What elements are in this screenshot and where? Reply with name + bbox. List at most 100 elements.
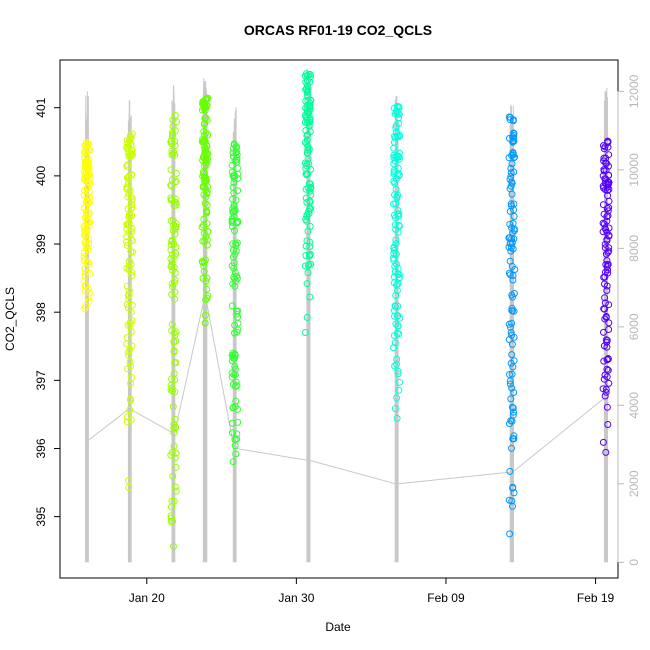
data-point (601, 244, 609, 252)
data-point (230, 273, 238, 281)
data-point (129, 248, 136, 256)
data-point (510, 212, 518, 220)
data-point (301, 329, 309, 336)
data-point (125, 484, 133, 491)
y-tick-label: 397 (34, 370, 48, 390)
data-point (171, 137, 179, 145)
data-point (506, 271, 514, 279)
data-point (391, 214, 399, 222)
data-point (199, 259, 207, 266)
data-point (172, 463, 180, 471)
data-point (200, 268, 208, 276)
data-point (307, 97, 315, 105)
y2-tick-label: 6000 (627, 313, 641, 340)
data-point (168, 182, 175, 190)
data-point (392, 185, 400, 193)
y-tick-label: 396 (34, 438, 48, 458)
data-point (81, 265, 89, 273)
data-point (228, 357, 236, 365)
data-point (171, 483, 179, 491)
data-point (124, 304, 132, 312)
data-point (394, 370, 402, 378)
data-point (390, 166, 398, 174)
data-point (603, 287, 611, 294)
data-point (128, 301, 136, 309)
data-point (172, 170, 180, 177)
data-point (394, 264, 402, 272)
data-point (81, 287, 89, 295)
data-point (202, 207, 210, 215)
data-point (83, 212, 90, 220)
data-point (203, 241, 211, 249)
data-point (393, 281, 401, 289)
data-point (229, 352, 237, 360)
data-point (390, 250, 398, 258)
data-point (123, 340, 131, 348)
data-point (167, 217, 175, 225)
data-point (200, 128, 208, 135)
data-point (170, 420, 178, 428)
data-point (507, 169, 515, 177)
data-point (390, 154, 398, 162)
data-point (200, 101, 208, 109)
data-point (301, 139, 309, 146)
data-point (394, 367, 402, 375)
y2-tick-label: 0 (627, 559, 641, 566)
data-point (303, 314, 311, 321)
data-point (604, 143, 612, 151)
data-point (605, 197, 613, 205)
data-point (80, 253, 88, 261)
data-point (507, 247, 515, 255)
data-point (83, 241, 90, 249)
data-point (80, 191, 88, 199)
data-point (395, 120, 403, 127)
altitude-series (85, 68, 608, 563)
data-point (390, 307, 398, 315)
data-point (82, 302, 89, 310)
data-point (167, 166, 175, 174)
data-point (506, 257, 514, 265)
data-point (233, 239, 241, 247)
x-axis-label: Date (325, 620, 351, 634)
y-axis-label: CO2_QCLS (3, 287, 17, 351)
data-point (204, 131, 212, 139)
data-point (604, 355, 612, 362)
altitude-transit-line (309, 459, 396, 485)
data-point (603, 343, 611, 351)
data-point (232, 196, 240, 204)
data-point (127, 193, 135, 201)
data-point (228, 302, 236, 310)
data-point (80, 175, 88, 183)
data-point (228, 369, 236, 377)
data-point (170, 338, 178, 346)
data-point (599, 201, 607, 209)
data-point (85, 261, 93, 269)
data-point (199, 135, 207, 143)
data-point (390, 151, 398, 159)
data-point (171, 178, 179, 186)
data-point (128, 146, 136, 154)
data-point (508, 384, 516, 392)
data-point (599, 438, 607, 446)
data-point (199, 274, 207, 282)
data-point (201, 106, 209, 114)
data-point (201, 169, 208, 177)
data-point (204, 292, 212, 300)
data-point (230, 140, 238, 148)
data-point (506, 380, 514, 388)
data-point (510, 154, 518, 162)
data-point (199, 156, 207, 164)
data-point (124, 173, 132, 181)
data-point (390, 170, 398, 178)
data-point (602, 268, 609, 276)
data-point (303, 132, 311, 140)
data-point (171, 415, 179, 423)
data-point (304, 131, 312, 139)
data-point (234, 218, 242, 226)
data-point (393, 355, 401, 363)
data-point (126, 406, 134, 414)
data-point (123, 413, 131, 421)
x-axis: Jan 20 Jan 30 Feb 09 Feb 19 (129, 578, 615, 605)
data-point (172, 487, 180, 495)
data-point (202, 176, 210, 184)
